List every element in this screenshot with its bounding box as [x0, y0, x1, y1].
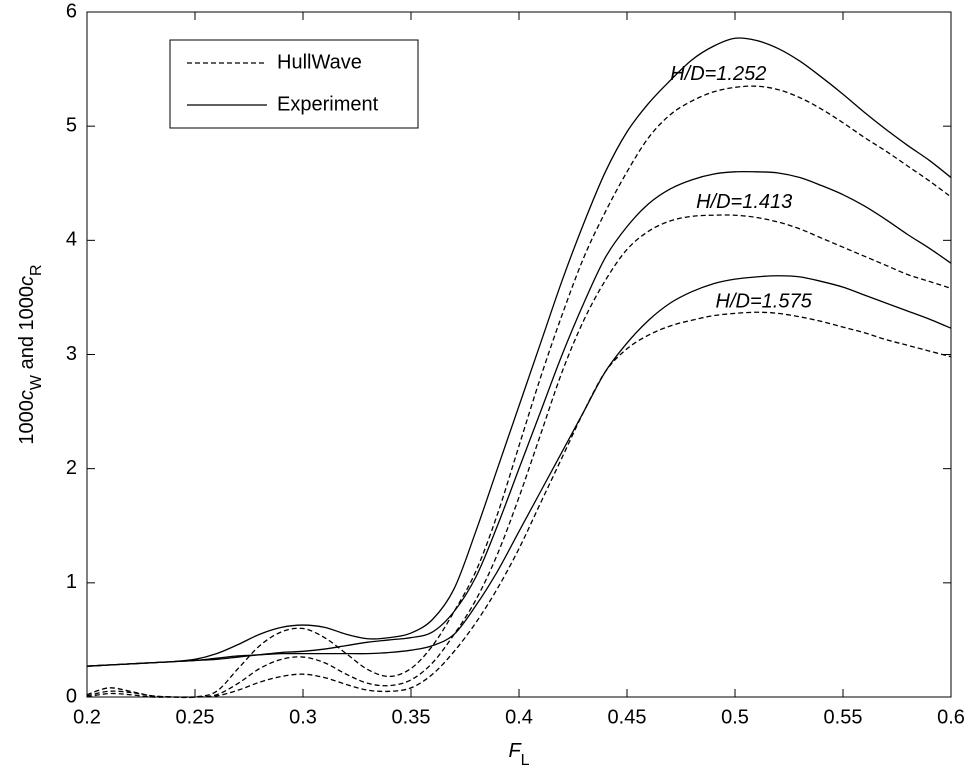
- y-axis-label: 1000cW and 1000cR: [16, 264, 44, 444]
- y-tick-label: 2: [66, 457, 77, 479]
- x-tick-label: 0.4: [505, 706, 533, 728]
- series-line: [86, 37, 952, 667]
- y-axis-label-part: and 1000: [16, 286, 38, 375]
- legend-label: HullWave: [277, 51, 362, 73]
- y-axis-label-part: W: [28, 374, 45, 390]
- series-line: [86, 275, 952, 667]
- series-line: [86, 311, 952, 698]
- y-axis-label-part: 1000: [16, 400, 38, 445]
- series-line: [86, 85, 952, 699]
- series-line: [86, 214, 952, 698]
- plot-frame: [86, 11, 952, 698]
- y-tick-label: 6: [66, 0, 77, 22]
- x-tick-label: 0.2: [73, 706, 101, 728]
- legend-box: [169, 39, 419, 129]
- x-tick-label: 0.45: [608, 706, 647, 728]
- y-tick-label: 1: [66, 571, 77, 593]
- series-line: [86, 170, 952, 667]
- annotation: H/D=1.252: [670, 63, 766, 85]
- x-tick-label: 0.5: [721, 706, 749, 728]
- y-tick-label: 5: [66, 114, 77, 136]
- annotation: H/D=1.413: [696, 191, 792, 213]
- x-tick-label: 0.3: [289, 706, 317, 728]
- y-axis-label-part: c: [16, 276, 38, 286]
- x-axis-label: FL: [508, 740, 529, 768]
- y-axis-label-part: c: [16, 390, 38, 400]
- y-tick-label: 0: [66, 685, 77, 707]
- x-tick-label: 0.6: [937, 706, 965, 728]
- annotation: H/D=1.575: [716, 290, 813, 312]
- x-tick-label: 0.55: [824, 706, 863, 728]
- x-tick-label: 0.35: [392, 706, 431, 728]
- y-axis-label-part: R: [28, 264, 45, 276]
- x-tick-label: 0.25: [176, 706, 215, 728]
- y-tick-label: 3: [66, 343, 77, 365]
- y-tick-label: 4: [66, 229, 77, 251]
- x-axis-label-part: L: [521, 752, 530, 769]
- x-axis-label-part: F: [508, 740, 522, 762]
- legend-label: Experiment: [277, 93, 379, 115]
